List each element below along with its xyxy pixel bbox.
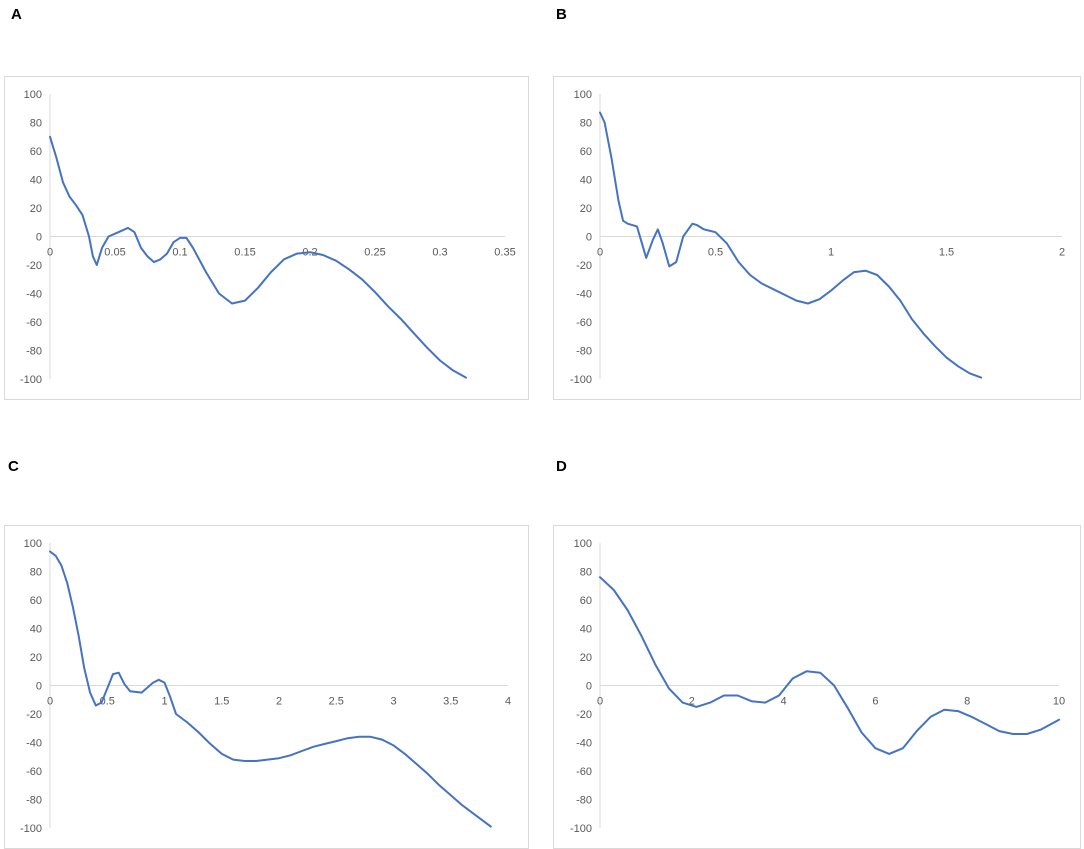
chart-a-y-tick-label: -20 (26, 260, 42, 272)
chart-d-x-tick-label: 10 (1053, 696, 1065, 708)
chart-a-y-tick-label: 20 (30, 203, 42, 215)
chart-b-y-tick-label: 0 (586, 232, 592, 244)
chart-b-y-tick-label: 100 (574, 89, 592, 101)
chart-a-series-line (49, 135, 467, 379)
chart-c-x-tick-label: 1.5 (214, 696, 229, 708)
chart-c-y-tick-label: -100 (20, 823, 42, 835)
chart-a-x-tick-label: 0.05 (104, 247, 125, 259)
chart-a-y-tick-label: 0 (36, 232, 42, 244)
chart-d-x-tick-label: 6 (872, 696, 878, 708)
chart-c-y-tick-label: 100 (24, 538, 42, 550)
chart-b-y-tick-label: 60 (580, 146, 592, 158)
chart-c-y-tick-label: 0 (36, 681, 42, 693)
chart-b-y-tick-label: 20 (580, 203, 592, 215)
chart-d-y-tick-label: 20 (580, 652, 592, 664)
chart-a-y-tick-label: -100 (20, 374, 42, 386)
chart-d-y-tick-label: 60 (580, 595, 592, 607)
chart-c-y-tick-label: 80 (30, 567, 42, 579)
chart-c-y-tick-label: 60 (30, 595, 42, 607)
chart-c-x-tick-label: 3.5 (443, 696, 458, 708)
chart-b-series-line (599, 111, 983, 379)
chart-c-x-tick-label: 1 (161, 696, 167, 708)
chart-b-y-tick-label: -80 (576, 346, 592, 358)
chart-c-y-tick-label: 20 (30, 652, 42, 664)
chart-a-x-tick-label: 0.1 (172, 247, 187, 259)
chart-d-y-tick-label: 100 (574, 538, 592, 550)
chart-d-series-line (599, 576, 1060, 755)
chart-a-x-tick-label: 0.3 (432, 247, 447, 259)
chart-d-y-tick-label: 0 (586, 681, 592, 693)
chart-a-x-tick-label: 0.25 (364, 247, 385, 259)
chart-c-y-tick-label: -80 (26, 795, 42, 807)
chart-d-y-tick-label: -60 (576, 766, 592, 778)
chart-c-y-tick-label: -60 (26, 766, 42, 778)
chart-c-y-tick-label: -40 (26, 738, 42, 750)
chart-a-y-tick-label: -60 (26, 317, 42, 329)
chart-a-y-tick-label: 100 (24, 89, 42, 101)
chart-a-y-tick-label: -80 (26, 346, 42, 358)
chart-d-y-tick-label: -100 (570, 823, 592, 835)
chart-c-x-tick-label: 4 (505, 696, 511, 708)
chart-b-x-tick-label: 0.5 (708, 247, 723, 259)
chart-b-y-tick-label: -40 (576, 289, 592, 301)
chart-b-x-tick-label: 1.5 (939, 247, 954, 259)
chart-d-frame (553, 525, 1081, 849)
panel-a-label: A (11, 6, 22, 23)
panel-c-label: C (8, 458, 19, 475)
panel-d-label: D (556, 458, 567, 475)
chart-a-y-tick-label: 60 (30, 146, 42, 158)
chart-b-y-tick-label: 40 (580, 175, 592, 187)
chart-b-y-tick-label: -20 (576, 260, 592, 272)
chart-d-y-tick-label: -80 (576, 795, 592, 807)
chart-c-x-tick-label: 2.5 (329, 696, 344, 708)
chart-a-x-tick-label: 0.35 (494, 247, 515, 259)
chart-b-y-tick-label: -100 (570, 374, 592, 386)
chart-a-frame (4, 76, 529, 400)
chart-b-x-tick-label: 0 (597, 247, 603, 259)
chart-c-series-line (49, 550, 492, 828)
chart-a-y-tick-label: -40 (26, 289, 42, 301)
chart-c-x-tick-label: 0 (47, 696, 53, 708)
chart-b-y-tick-label: 80 (580, 118, 592, 130)
chart-d-x-tick-label: 4 (781, 696, 787, 708)
chart-a-x-tick-label: 0.15 (234, 247, 255, 259)
chart-d-x-tick-label: 8 (964, 696, 970, 708)
chart-c-x-tick-label: 3 (390, 696, 396, 708)
chart-a-y-tick-label: 80 (30, 118, 42, 130)
chart-d-x-tick-label: 2 (689, 696, 695, 708)
chart-d-x-tick-label: 0 (597, 696, 603, 708)
chart-d-y-tick-label: 80 (580, 567, 592, 579)
chart-c-y-tick-label: -20 (26, 709, 42, 721)
chart-c-y-tick-label: 40 (30, 624, 42, 636)
chart-d-y-tick-label: -40 (576, 738, 592, 750)
chart-d-y-tick-label: 40 (580, 624, 592, 636)
chart-b-x-tick-label: 2 (1059, 247, 1065, 259)
panel-b-label: B (556, 6, 567, 23)
chart-b-x-tick-label: 1 (828, 247, 834, 259)
chart-a-x-tick-label: 0 (47, 247, 53, 259)
chart-d-y-tick-label: -20 (576, 709, 592, 721)
chart-a-y-tick-label: 40 (30, 175, 42, 187)
chart-c-x-tick-label: 2 (276, 696, 282, 708)
chart-b-y-tick-label: -60 (576, 317, 592, 329)
